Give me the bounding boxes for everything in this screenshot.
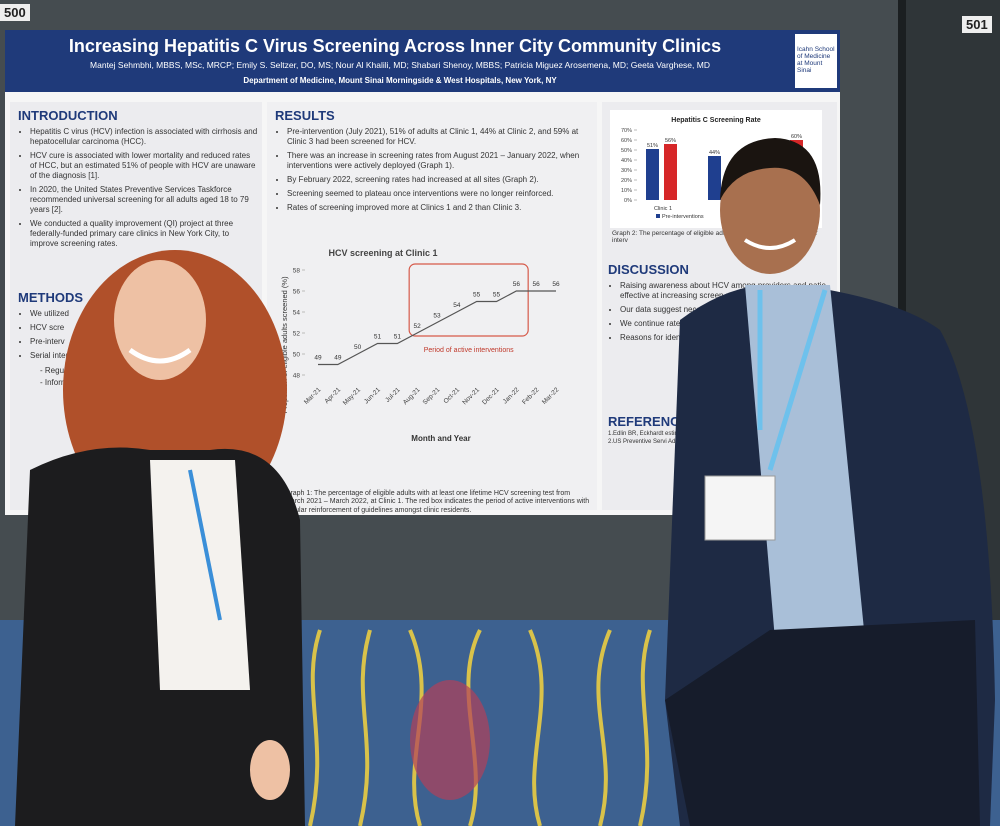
bullet: Rates of screening improved more at Clin… <box>287 203 593 213</box>
name-badge <box>704 475 776 541</box>
section-heading: REFERENCES <box>608 414 697 429</box>
data-label: 51% <box>647 143 658 149</box>
authors: Mantej Sehmbhi, MBBS, MSc, MRCP; Emily S… <box>90 60 710 70</box>
bullet: Hepatitis C virus (HCV) infection is ass… <box>30 127 258 147</box>
y-tick-label: 30% <box>621 168 632 174</box>
y-tick-label: 0% <box>624 198 632 204</box>
results: RESULTS Pre-intervention (July 2021), 51… <box>275 108 593 217</box>
poster-header: Increasing Hepatitis C Virus Screening A… <box>5 30 840 92</box>
data-label: 56 <box>533 281 541 288</box>
bullet-list: Raising awareness about HCV among provid… <box>608 281 833 343</box>
graph1-x-label: Month and Year <box>411 434 470 443</box>
data-label: 56 <box>552 281 560 288</box>
y-tick-label: 50 <box>293 352 301 359</box>
discussion: DISCUSSION Raising awareness about HCV a… <box>608 262 833 347</box>
introduction: INTRODUCTION Hepatitis C virus (HCV) inf… <box>18 108 258 253</box>
booth-number: 500 <box>0 4 30 21</box>
data-label: 51 <box>374 334 382 341</box>
y-tick-label: 50% <box>621 148 632 154</box>
bullet: HCV cure is associated with lower mortal… <box>30 151 258 181</box>
graph1-title: HCV screening at Clinic 1 <box>328 248 437 258</box>
bullet: There was an increase in screening rates… <box>287 151 593 171</box>
y-tick-label: 54 <box>293 310 301 317</box>
data-line <box>318 290 556 366</box>
bullet-list: We utilized HCV scre Pre-interv Serial inte… <box>18 309 258 361</box>
y-tick-label: 60% <box>621 138 632 144</box>
data-label: 49 <box>314 355 322 362</box>
bullet: We conducted a quality improvement (QI) … <box>30 219 258 249</box>
graph1-y-label: Proportion of eligible adults screened (… <box>280 276 289 414</box>
data-label: 44% <box>709 150 720 156</box>
y-tick-label: 10% <box>621 188 632 194</box>
poster-title: Increasing Hepatitis C Virus Screening A… <box>68 36 722 56</box>
y-tick-label: 48 <box>293 373 301 380</box>
sub-bullets: - Regula - Inform <box>18 365 258 389</box>
bar <box>646 149 659 200</box>
logo: Icahn School of Medicine at Mount Sinai <box>795 34 837 88</box>
data-label: 56% <box>665 138 676 144</box>
bullet: Our data suggest necessary to sus <box>620 305 833 315</box>
data-label: 49 <box>334 355 342 362</box>
man <box>665 138 995 826</box>
legend-label: Pre-interventions <box>662 214 704 220</box>
bullet: By February 2022, screening rates had in… <box>287 175 593 185</box>
graph-caption: Graph 1: The percentage of eligible adul… <box>285 490 590 514</box>
section-heading: METHODS <box>18 290 83 305</box>
data-label: 53 <box>433 313 441 320</box>
bullet: We utilized <box>30 309 258 319</box>
legend-swatch <box>656 214 660 218</box>
y-tick-label: 20% <box>621 178 632 184</box>
data-label: 51 <box>394 334 402 341</box>
bullet-list: Pre-intervention (July 2021), 51% of adu… <box>275 127 593 213</box>
data-label: 56 <box>513 281 521 288</box>
graph-caption: Graph 2: The percentage of eligible adul… <box>612 230 818 244</box>
bullet: We continue rates further <box>620 319 833 329</box>
bullet: Screening seemed to plateau once interve… <box>287 189 593 199</box>
sub-bullet: - Regula <box>40 366 71 375</box>
section-heading: INTRODUCTION <box>18 108 118 123</box>
bullet: Raising awareness about HCV among provid… <box>620 281 833 301</box>
results-column: RESULTS Pre-intervention (July 2021), 51… <box>267 102 597 514</box>
methods: METHODS We utilized HCV scre Pre-interv Ser… <box>18 290 258 389</box>
bullet: Reasons for identical inte <box>620 333 833 343</box>
data-label: 55 <box>473 292 481 299</box>
annotation-box <box>408 263 529 337</box>
data-label: 54 <box>453 302 461 309</box>
y-tick-label: 58 <box>293 268 301 275</box>
data-label: 50 <box>354 344 362 351</box>
woman <box>15 250 305 826</box>
affiliation: Department of Medicine, Mount Sinai Morn… <box>243 76 557 85</box>
sub-bullet: - Inform <box>40 378 68 387</box>
section-heading: DISCUSSION <box>608 262 689 277</box>
graph2-title: Hepatitis C Screening Rate <box>671 117 761 124</box>
bullet: Pre-interv <box>30 337 258 347</box>
bar <box>708 156 721 200</box>
bullet-list: Hepatitis C virus (HCV) infection is ass… <box>18 127 258 249</box>
bar <box>664 144 677 200</box>
category-label: Clinic 1 <box>654 206 672 212</box>
bullet: In 2020, the United States Preventive Se… <box>30 185 258 215</box>
y-tick-label: 40% <box>621 158 632 164</box>
data-label: 52 <box>414 323 422 330</box>
bullet: HCV scre <box>30 323 258 333</box>
data-label: 55 <box>493 292 501 299</box>
section-heading: RESULTS <box>275 108 335 123</box>
annotation: Period of active interventions <box>424 347 514 354</box>
booth-number: 501 <box>962 16 992 33</box>
y-tick-label: 56 <box>293 289 301 296</box>
y-tick-label: 52 <box>293 331 301 338</box>
y-tick-label: 70% <box>621 128 632 134</box>
data-label: 60% <box>791 134 802 140</box>
bullet: Serial interv <box>30 351 258 361</box>
bullet: Pre-intervention (July 2021), 51% of adu… <box>287 127 593 147</box>
